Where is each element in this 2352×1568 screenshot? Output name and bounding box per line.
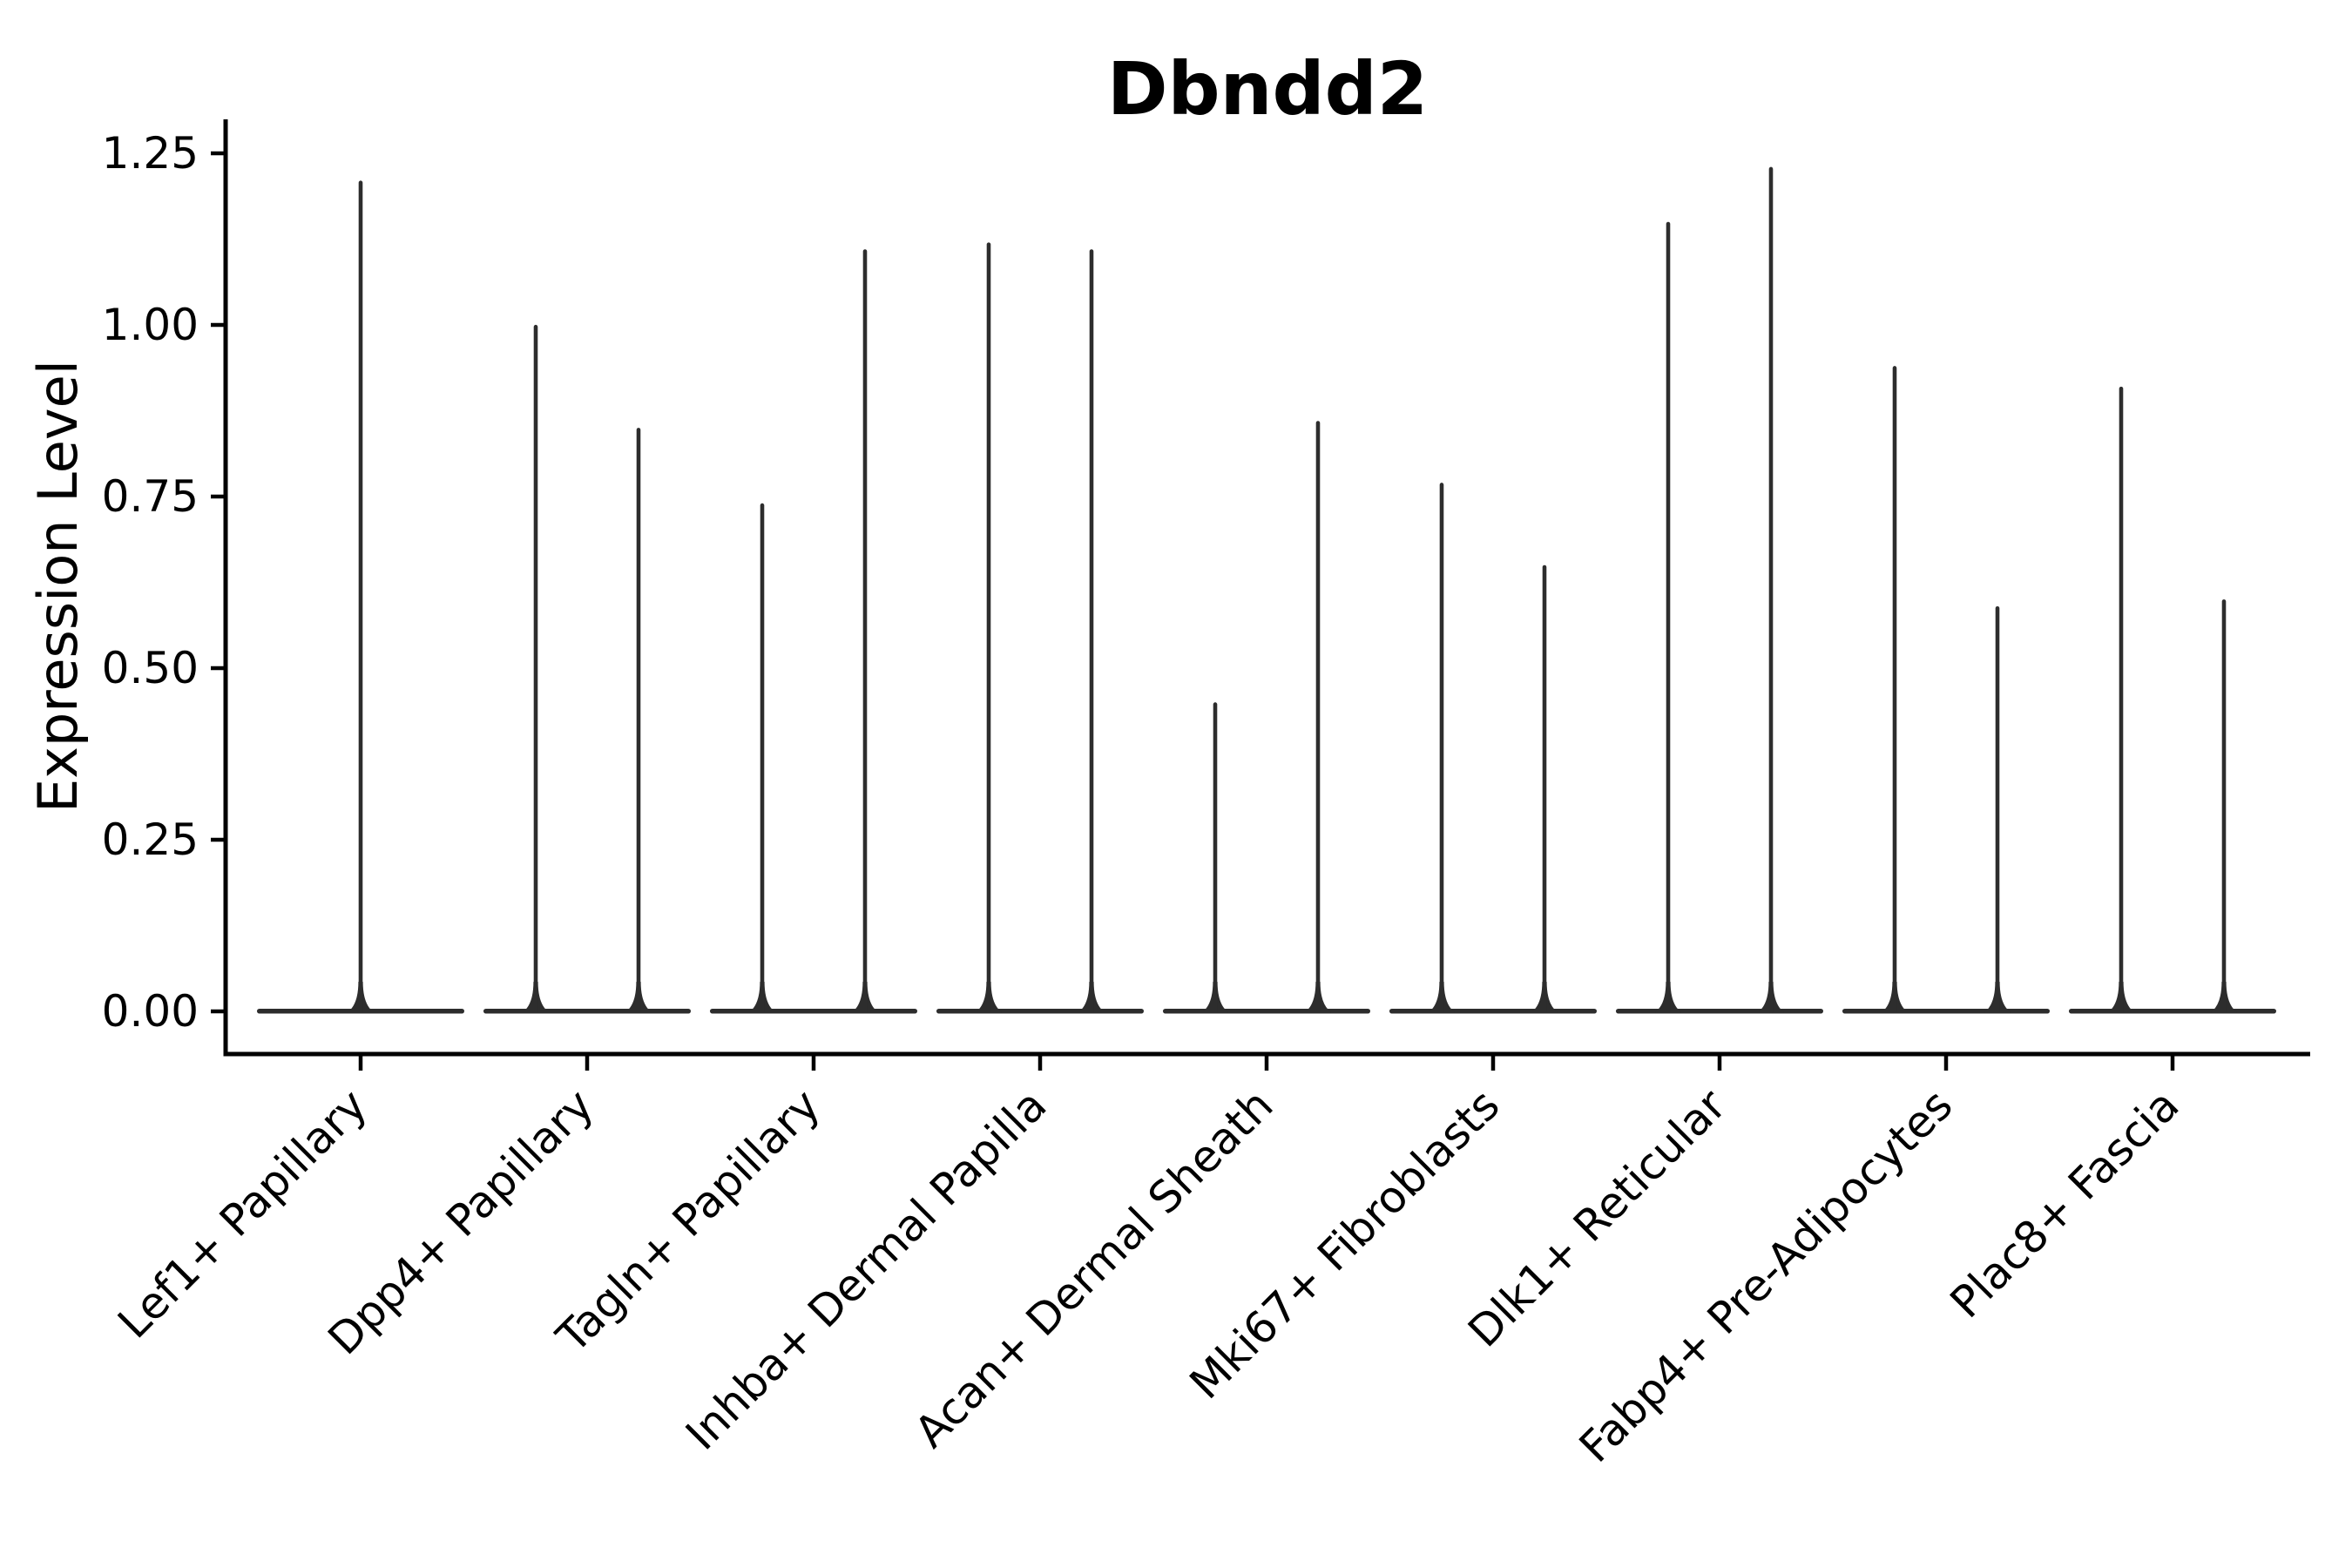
violin-group: [1842, 366, 2050, 1014]
violin-group: [2069, 386, 2276, 1014]
violin-base: [1163, 1009, 1370, 1014]
violin-base: [1616, 1009, 1823, 1014]
violin-base: [483, 1009, 691, 1014]
plot-title: Dbndd2: [1107, 46, 1428, 132]
x-tick-label: Plac8+ Fascia: [1941, 1079, 2189, 1328]
x-tick-label: Fabp4+ Pre-Adipocytes: [1570, 1079, 1963, 1472]
violin-group: [483, 324, 691, 1014]
y-tick-label: 0.75: [102, 471, 199, 522]
violin-group: [710, 249, 917, 1014]
violin-group: [257, 180, 464, 1014]
x-tick-label: Lef1+ Papillary: [108, 1079, 376, 1348]
violin-group: [1389, 483, 1597, 1014]
y-tick-label: 0.00: [102, 986, 199, 1037]
y-axis-label: Expression Level: [26, 360, 90, 813]
violin-base: [1389, 1009, 1597, 1014]
y-tick-label: 0.50: [102, 643, 199, 693]
violin-base: [2069, 1009, 2276, 1014]
y-tick-label: 1.25: [102, 128, 199, 179]
violin-base: [710, 1009, 917, 1014]
violin-base: [936, 1009, 1144, 1014]
axes-layer: [223, 119, 2310, 1057]
violin-base: [1842, 1009, 2050, 1014]
violin-group: [936, 242, 1144, 1014]
x-tick-label: Acan+ Dermal Sheath: [905, 1079, 1283, 1457]
y-tick-layer: 0.00 0.25 0.50 0.75 1.00 1.25: [102, 128, 226, 1037]
violin-group: [1163, 421, 1370, 1014]
x-tick-label: Inhba+ Dermal Papilla: [676, 1079, 1056, 1459]
violin-layer: [257, 166, 2276, 1014]
violin-group: [1616, 166, 1823, 1014]
y-tick-label: 0.25: [102, 814, 199, 865]
y-tick-label: 1.00: [102, 300, 199, 350]
